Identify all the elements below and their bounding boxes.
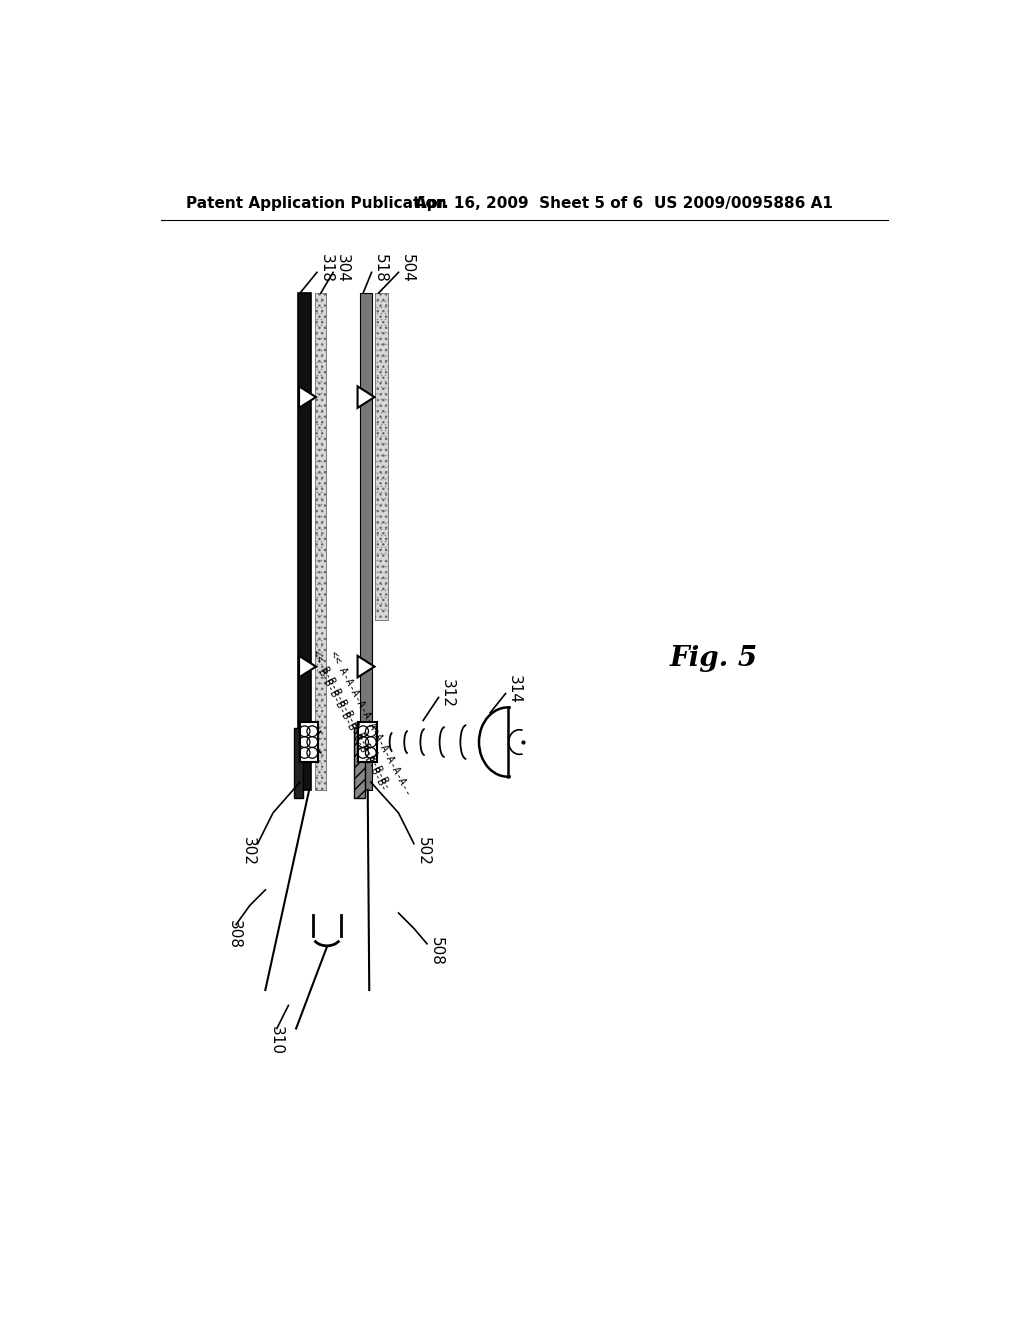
Bar [360,293,373,789]
Text: Apr. 16, 2009  Sheet 5 of 6: Apr. 16, 2009 Sheet 5 of 6 [416,195,644,211]
Text: << B-B-B-B-B-B-B-B-B-B-B-: << B-B-B-B-B-B-B-B-B-B-B- [310,648,392,792]
Text: 310: 310 [269,1026,284,1055]
Text: << A-A-A-A-A-A-A-A-A-A-A--: << A-A-A-A-A-A-A-A-A-A-A-- [329,649,414,797]
Text: 312: 312 [440,678,455,708]
Text: 502: 502 [416,837,430,866]
Bar [354,729,365,797]
Text: 314: 314 [507,676,522,704]
Bar [300,722,318,762]
Bar [376,293,388,620]
Text: Fig. 5: Fig. 5 [670,645,758,672]
Bar [358,722,377,762]
Polygon shape [357,656,375,677]
Text: B-B-B-B-B-B-B-B-B-B-B-: B-B-B-B-B-B-B-B-B-B-B- [315,668,389,793]
Polygon shape [357,387,375,408]
Text: 304: 304 [335,253,349,282]
Text: 518: 518 [373,253,388,282]
Polygon shape [299,656,316,677]
Bar [315,293,326,789]
Bar [294,729,303,797]
Text: 508: 508 [429,937,443,966]
Bar [315,293,326,789]
Text: Patent Application Publication: Patent Application Publication [186,195,446,211]
Bar [376,293,388,620]
Polygon shape [299,387,316,408]
Text: 318: 318 [318,253,334,282]
Text: US 2009/0095886 A1: US 2009/0095886 A1 [654,195,834,211]
Bar [298,293,310,789]
Text: 504: 504 [400,253,415,282]
Text: 308: 308 [226,920,242,949]
Text: 302: 302 [241,837,256,866]
